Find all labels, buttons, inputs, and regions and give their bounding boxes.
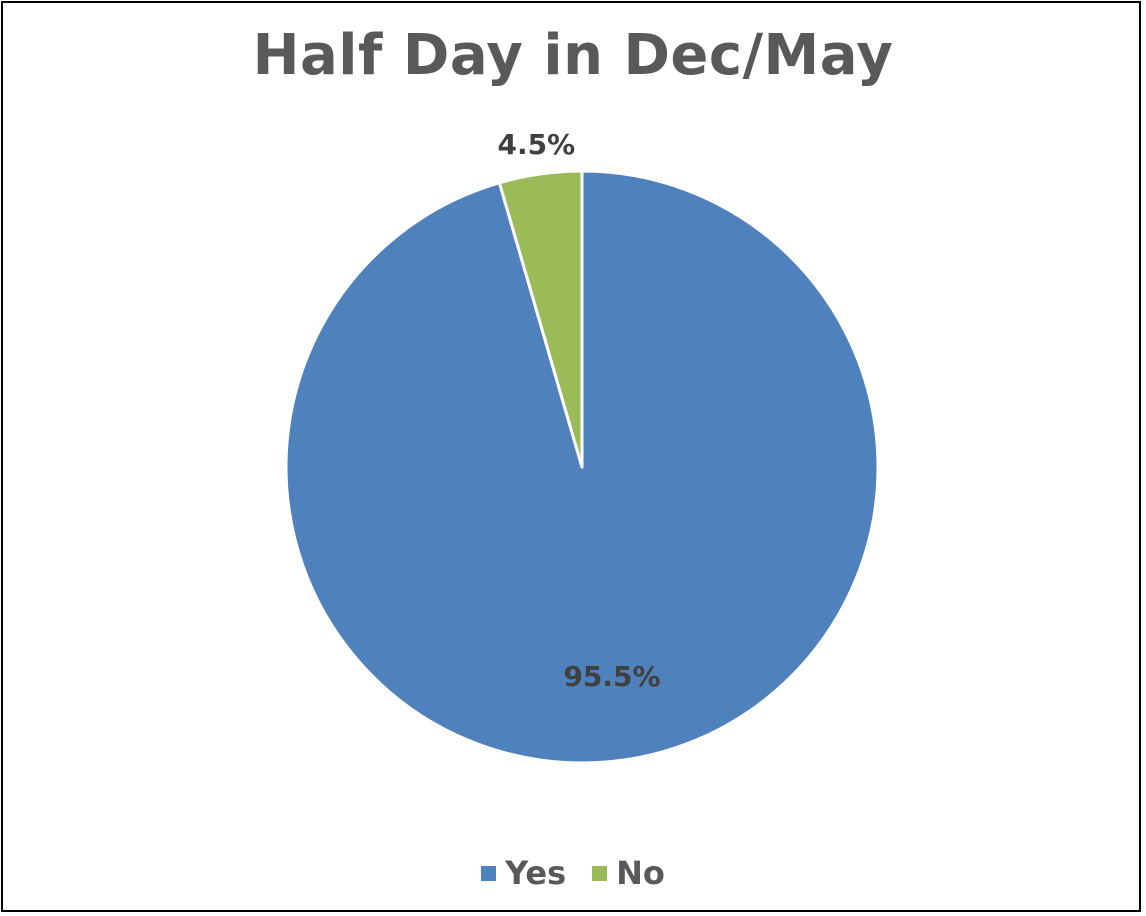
legend-label-yes: Yes [505, 854, 567, 892]
data-label-yes: 95.5% [563, 660, 660, 693]
data-label-no: 4.5% [498, 128, 576, 161]
pie-slices [284, 169, 880, 765]
legend-swatch-no [592, 865, 608, 881]
pie-slice-no [497, 169, 584, 469]
legend-item-yes: Yes [481, 857, 566, 889]
chart-title: Half Day in Dec/May [252, 23, 894, 88]
legend-swatch-yes [481, 865, 497, 881]
pie-data-labels: 95.5% 4.5% [498, 128, 661, 693]
legend: Yes No [0, 855, 1146, 891]
legend-item-no: No [592, 857, 665, 889]
legend-label-no: No [616, 854, 665, 892]
